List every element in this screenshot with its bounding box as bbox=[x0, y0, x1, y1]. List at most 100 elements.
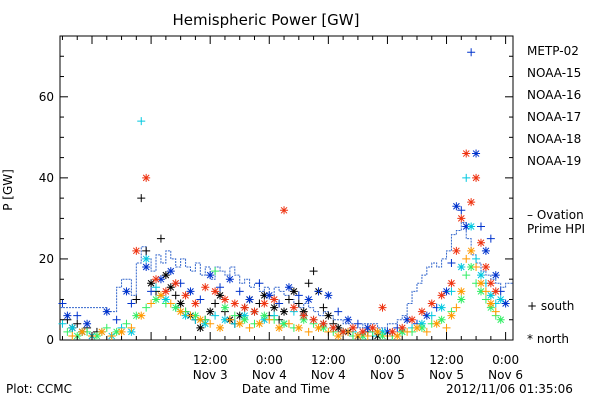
x-tick-label-date: Nov 3 bbox=[193, 368, 228, 382]
data-point bbox=[181, 311, 190, 320]
data-point bbox=[501, 299, 510, 308]
data-point bbox=[363, 323, 372, 332]
data-point bbox=[255, 279, 264, 288]
data-point bbox=[196, 323, 205, 332]
data-point bbox=[166, 299, 175, 308]
data-point bbox=[348, 323, 357, 332]
data-point bbox=[472, 254, 481, 263]
data-point bbox=[472, 173, 481, 182]
data-point bbox=[240, 303, 249, 312]
data-point bbox=[265, 291, 274, 300]
data-point bbox=[417, 307, 426, 316]
data-point bbox=[260, 315, 269, 324]
data-point bbox=[171, 279, 180, 288]
data-point bbox=[452, 303, 461, 312]
data-point bbox=[142, 303, 151, 312]
data-point bbox=[447, 311, 456, 320]
data-point bbox=[457, 206, 466, 215]
data-point bbox=[289, 303, 298, 312]
x-tick-label-time: 0:00 bbox=[256, 353, 283, 367]
data-point bbox=[147, 279, 156, 288]
data-point bbox=[196, 295, 205, 304]
data-point bbox=[304, 279, 313, 288]
y-axis: 0 20 40 60 bbox=[39, 55, 513, 347]
data-point bbox=[363, 331, 372, 340]
data-point bbox=[417, 323, 426, 332]
data-point bbox=[462, 222, 471, 231]
data-points bbox=[58, 48, 510, 340]
y-tick-label: 20 bbox=[39, 252, 54, 266]
data-point bbox=[491, 307, 500, 316]
data-point bbox=[260, 291, 269, 300]
data-point bbox=[63, 327, 72, 336]
data-point bbox=[117, 327, 126, 336]
data-point bbox=[201, 283, 210, 292]
legend-entry: NOAA-19 bbox=[527, 154, 581, 168]
data-point bbox=[442, 323, 451, 332]
data-point bbox=[284, 295, 293, 304]
data-point bbox=[491, 271, 500, 280]
data-point bbox=[216, 323, 225, 332]
data-point bbox=[216, 291, 225, 300]
south-marker-legend: + south bbox=[527, 299, 574, 313]
data-point bbox=[467, 48, 476, 57]
data-point bbox=[191, 299, 200, 308]
data-point bbox=[432, 319, 441, 328]
data-point bbox=[339, 327, 348, 336]
data-point bbox=[211, 299, 220, 308]
data-point bbox=[393, 331, 402, 340]
data-point bbox=[289, 287, 298, 296]
data-point bbox=[457, 287, 466, 296]
data-point bbox=[467, 222, 476, 231]
data-point bbox=[191, 311, 200, 320]
data-point bbox=[92, 331, 101, 340]
data-point bbox=[137, 194, 146, 203]
data-point bbox=[171, 303, 180, 312]
data-point bbox=[265, 315, 274, 324]
data-point bbox=[442, 287, 451, 296]
data-point bbox=[378, 327, 387, 336]
data-point bbox=[373, 331, 382, 340]
data-point bbox=[486, 234, 495, 243]
x-tick-label-date: Nov 4 bbox=[252, 368, 287, 382]
data-point bbox=[344, 315, 353, 324]
data-point bbox=[427, 311, 436, 320]
data-point bbox=[422, 327, 431, 336]
data-point bbox=[152, 275, 161, 284]
data-point bbox=[260, 311, 269, 320]
data-point bbox=[102, 323, 111, 332]
footer-timestamp: 2012/11/06 01:35:06 bbox=[446, 382, 573, 396]
data-point bbox=[206, 319, 215, 328]
x-tick-label-time: 0:00 bbox=[492, 353, 519, 367]
data-point bbox=[152, 295, 161, 304]
x-tick-label-date: Nov 5 bbox=[370, 368, 405, 382]
data-point bbox=[314, 323, 323, 332]
data-point bbox=[127, 299, 136, 308]
plot-frame bbox=[59, 35, 514, 341]
data-point bbox=[161, 295, 170, 304]
data-point bbox=[220, 315, 229, 324]
data-point bbox=[132, 246, 141, 255]
data-point bbox=[206, 307, 215, 316]
data-point bbox=[481, 287, 490, 296]
data-point bbox=[142, 246, 151, 255]
legend-entry: NOAA-17 bbox=[527, 110, 581, 124]
data-point bbox=[166, 283, 175, 292]
series-noaa-15 bbox=[58, 48, 510, 336]
data-point bbox=[294, 291, 303, 300]
data-point bbox=[422, 311, 431, 320]
data-point bbox=[270, 295, 279, 304]
data-point bbox=[176, 307, 185, 316]
data-point bbox=[211, 287, 220, 296]
data-point bbox=[245, 323, 254, 332]
data-point bbox=[334, 307, 343, 316]
x-tick-label-date: Nov 6 bbox=[488, 368, 523, 382]
data-point bbox=[122, 319, 131, 328]
data-point bbox=[280, 319, 289, 328]
data-point bbox=[457, 295, 466, 304]
data-point bbox=[132, 295, 141, 304]
y-axis-label: P [GW] bbox=[1, 169, 15, 211]
data-point bbox=[452, 246, 461, 255]
data-point bbox=[147, 299, 156, 308]
